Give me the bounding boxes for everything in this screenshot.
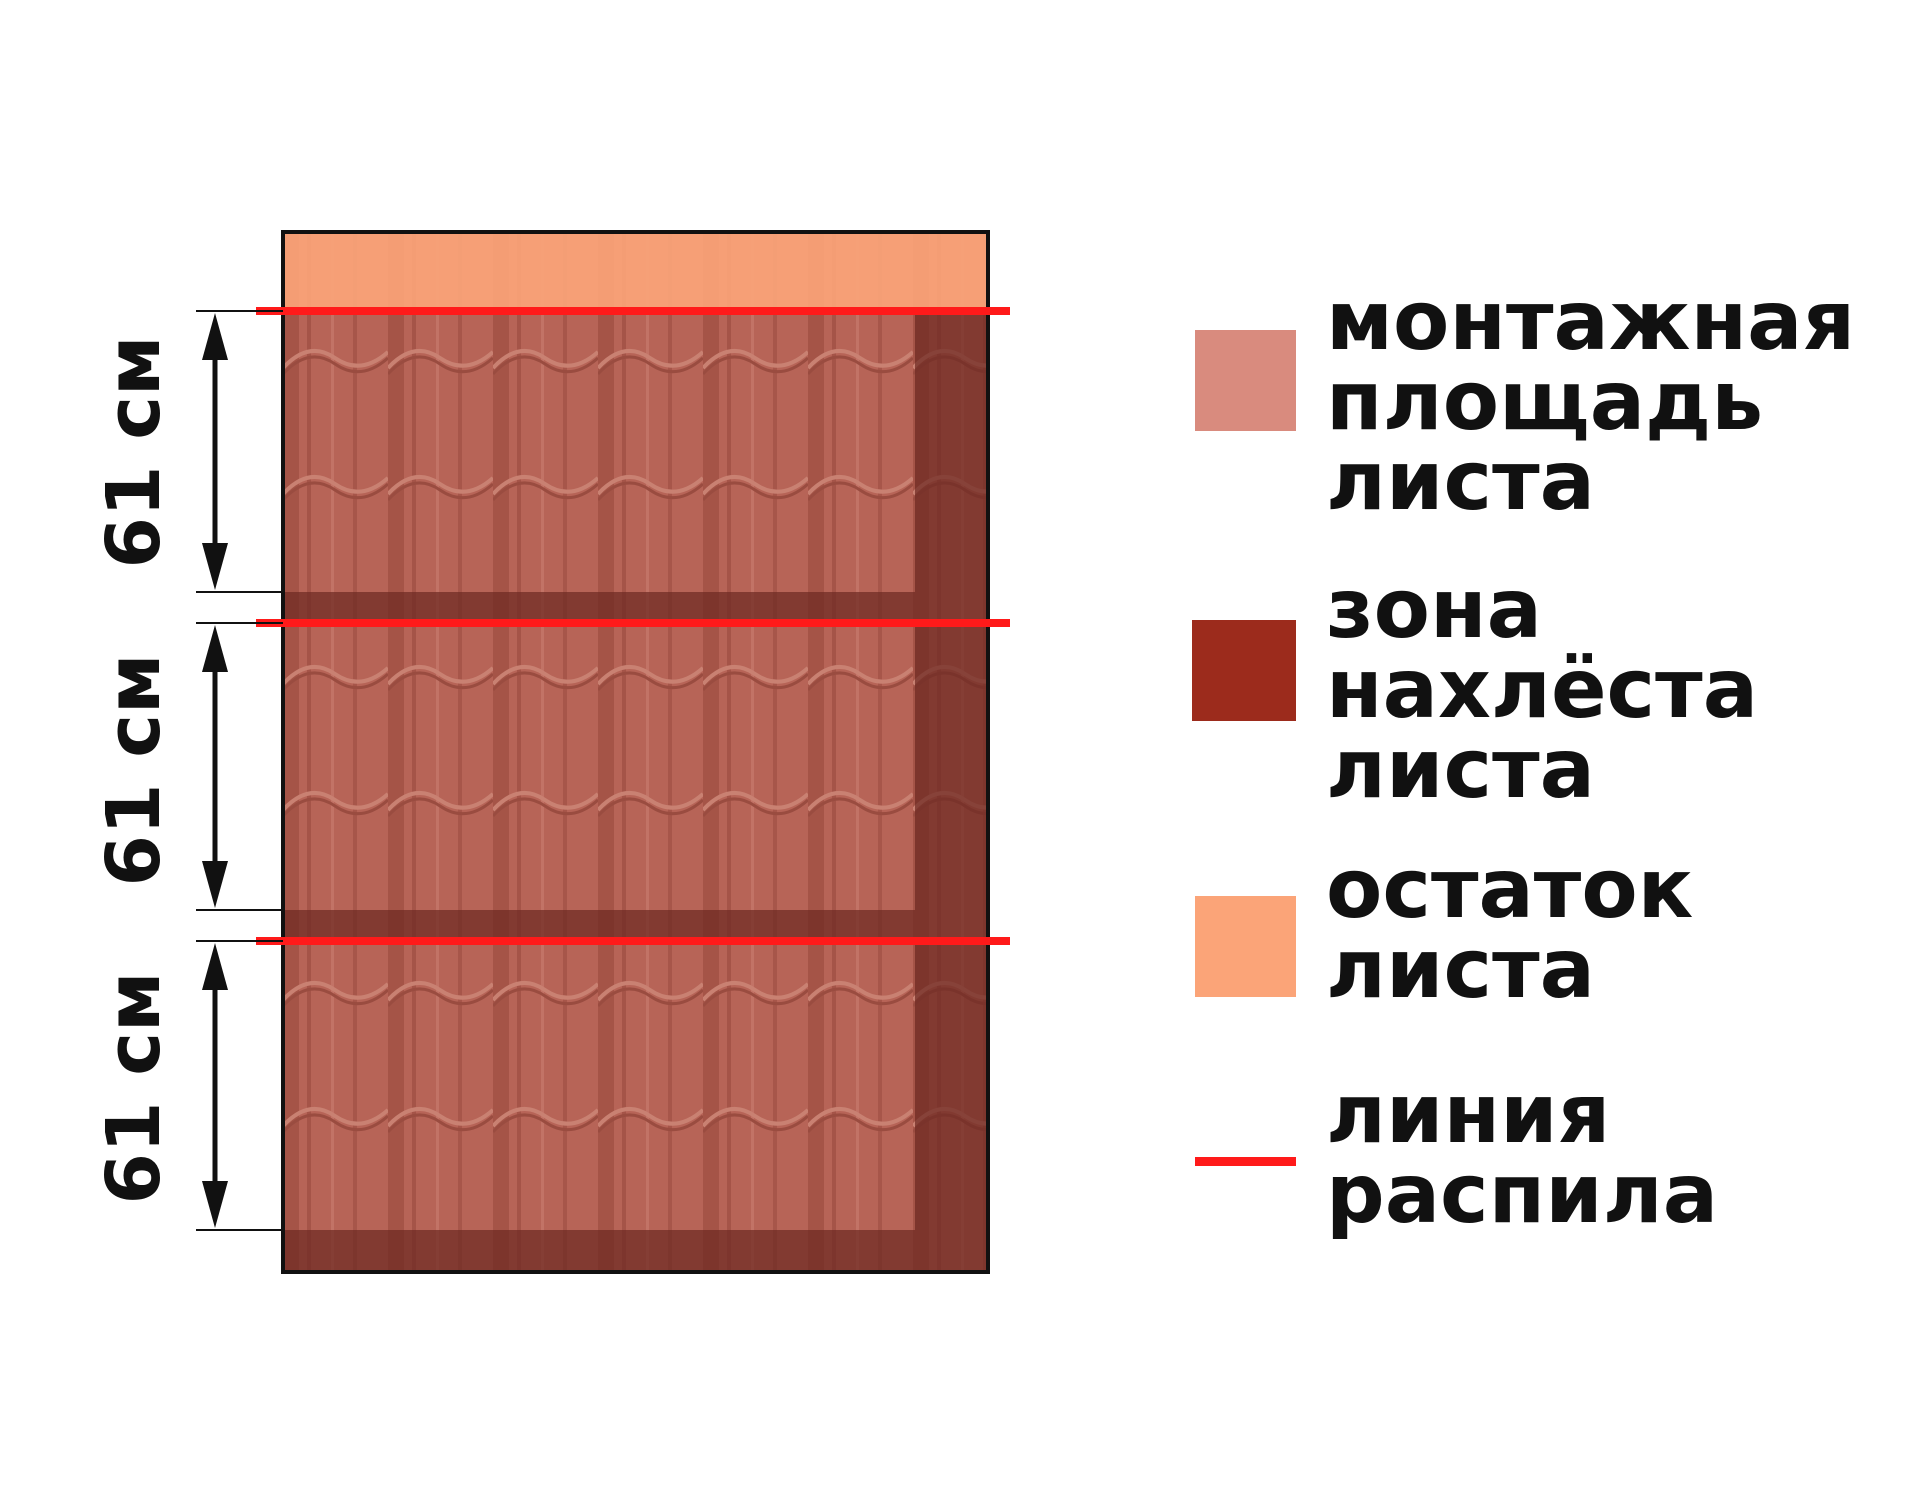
dimension-label-3: 61 см bbox=[91, 971, 177, 1205]
dimension-arrow-1 bbox=[202, 313, 228, 590]
dimension-ticks bbox=[196, 310, 283, 1231]
sheet-outline bbox=[281, 230, 990, 1274]
legend-label-overlap-zone: зона нахлёста листа bbox=[1326, 562, 1759, 817]
overlap-zone-bottom bbox=[283, 1230, 915, 1272]
overlap-zone-right bbox=[915, 310, 988, 1272]
legend-label-sheet-remainder: остаток листа bbox=[1326, 842, 1694, 1017]
overlap-zone-band-2 bbox=[283, 910, 915, 942]
dimension-arrow-2 bbox=[202, 625, 228, 908]
dimension-label-2: 61 см bbox=[91, 653, 177, 887]
sheet-remainder-swatch bbox=[1195, 896, 1296, 997]
legend-label-mounting-area: монтажная площадь листа bbox=[1326, 274, 1856, 529]
dimension-label-1: 61 см bbox=[91, 335, 177, 569]
dimension-arrow-3 bbox=[202, 943, 228, 1228]
sheet-remainder-zone bbox=[283, 232, 988, 310]
overlap-zone-swatch bbox=[1192, 620, 1296, 721]
cut-line-swatch bbox=[1195, 1157, 1296, 1166]
sheet-base bbox=[283, 232, 988, 1272]
legend-label-cut-line: линия распила bbox=[1326, 1067, 1719, 1242]
overlap-zone-band-1 bbox=[283, 592, 915, 624]
mounting-area-swatch bbox=[1195, 330, 1296, 431]
